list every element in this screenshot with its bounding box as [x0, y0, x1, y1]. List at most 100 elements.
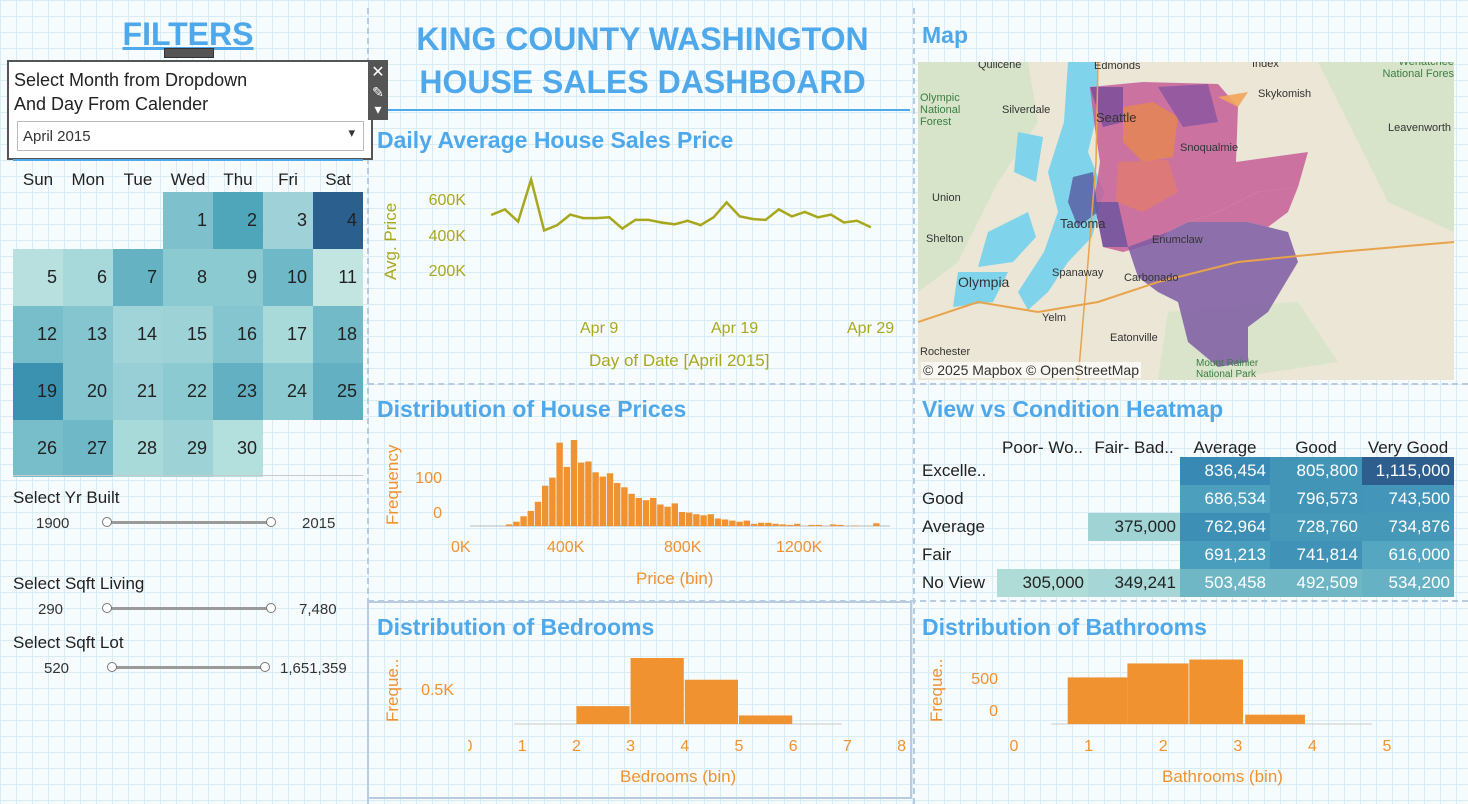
daily-point-22 — [764, 218, 767, 222]
map-label-rochester: Rochester — [920, 346, 971, 358]
daily-point-17 — [699, 223, 702, 227]
calendar-day-24[interactable]: 24 — [263, 363, 313, 420]
daily-ytick-600k: 600K — [428, 192, 466, 209]
heatmap-cell[interactable]: 741,814 — [1270, 541, 1362, 569]
calendar-day-6[interactable]: 6 — [63, 249, 113, 306]
calendar-day-12[interactable]: 12 — [13, 306, 63, 363]
map-label-spanaway: Spanaway — [1052, 267, 1104, 279]
map-label-olympic-nf: Olympic National Forest — [920, 92, 961, 128]
heatmap-cell[interactable]: 762,964 — [1180, 513, 1270, 541]
heatmap-cell[interactable]: 349,241 — [1088, 569, 1180, 597]
heatmap-cell[interactable]: 743,500 — [1362, 485, 1454, 513]
price-chart-title: Distribution of House Prices — [377, 396, 687, 422]
daily-point-30 — [868, 225, 872, 229]
slider-sqft-living-min-handle[interactable] — [102, 603, 112, 613]
slider-sqft-lot-max-handle[interactable] — [260, 662, 270, 672]
calendar-day-13[interactable]: 13 — [63, 306, 113, 363]
slider-sqft-living-label: Select Sqft Living — [13, 574, 145, 593]
chevron-down-icon[interactable]: ▾ — [374, 101, 382, 117]
calendar-day-27[interactable]: 27 — [63, 420, 113, 477]
calendar-day-25[interactable]: 25 — [313, 363, 363, 420]
heatmap-cell[interactable]: 492,509 — [1270, 569, 1362, 597]
price-bar-500K — [606, 473, 614, 526]
bathrooms-xtick: 0 — [1010, 738, 1019, 755]
calendar-day-20[interactable]: 20 — [63, 363, 113, 420]
price-bar-200K — [520, 516, 527, 526]
slider-sqft-lot[interactable] — [107, 662, 270, 672]
calendar-day-1[interactable]: 1 — [163, 192, 213, 249]
calendar-day-18[interactable]: 18 — [313, 306, 363, 363]
calendar-day-10[interactable]: 10 — [263, 249, 313, 306]
calendar-day-22[interactable]: 22 — [163, 363, 213, 420]
calendar-day-21[interactable]: 21 — [113, 363, 163, 420]
price-bar-675K — [657, 504, 664, 526]
calendar-day-14[interactable]: 14 — [113, 306, 163, 363]
bedrooms-selected-frame — [367, 601, 912, 799]
calendar-day-2[interactable]: 2 — [213, 192, 263, 249]
heatmap-cell[interactable]: 805,800 — [1270, 457, 1362, 485]
bathrooms-chart-ylabel: Freque.. — [927, 658, 946, 722]
map-label-wenatchee: Wenatchee National Fores — [1382, 62, 1454, 80]
heatmap-cell[interactable]: 375,000 — [1088, 513, 1180, 541]
heatmap-cell[interactable]: 503,458 — [1180, 569, 1270, 597]
calendar-day-17[interactable]: 17 — [263, 306, 313, 363]
price-xtick-800k: 800K — [664, 539, 702, 556]
calendar-day-28[interactable]: 28 — [113, 420, 163, 477]
calendar-day-23[interactable]: 23 — [213, 363, 263, 420]
map-attribution[interactable]: © 2025 Mapbox © OpenStreetMap — [921, 362, 1141, 378]
close-icon[interactable]: ✕ — [371, 64, 385, 81]
calendar-day-9[interactable]: 9 — [213, 249, 263, 306]
calendar-day-8[interactable]: 8 — [163, 249, 213, 306]
price-bar-825K — [700, 515, 707, 527]
slider-yr-built-max: 2015 — [302, 515, 336, 532]
slider-sqft-living-max-handle[interactable] — [266, 603, 276, 613]
heatmap-cell[interactable]: 1,115,000 — [1362, 457, 1454, 485]
daily-point-1 — [490, 213, 494, 216]
calendar-day-30[interactable]: 30 — [213, 420, 263, 477]
price-bar-175K — [513, 521, 520, 526]
heatmap-col-header: Fair- Bad.. — [1094, 438, 1174, 457]
heatmap-cell[interactable]: 728,760 — [1270, 513, 1362, 541]
king-county-map[interactable]: Quilcene Edmonds Index Wenatchee Nationa… — [918, 62, 1454, 380]
chevron-down-icon[interactable]: ▾ — [348, 125, 355, 140]
calendar-day-4[interactable]: 4 — [313, 192, 363, 249]
calendar-day-26[interactable]: 26 — [13, 420, 63, 477]
daily-point-28 — [842, 221, 846, 224]
heatmap-cell[interactable]: 691,213 — [1180, 541, 1270, 569]
heatmap-col-header: Good — [1295, 438, 1337, 457]
bedrooms-xtick: 7 — [843, 738, 852, 755]
heatmap-cell[interactable]: 305,000 — [997, 569, 1088, 597]
calendar-day-16[interactable]: 16 — [213, 306, 263, 363]
map-label-eatonville: Eatonville — [1110, 332, 1158, 344]
calendar-dow-thu: Thu — [223, 170, 253, 189]
drag-handle[interactable] — [164, 48, 214, 58]
heatmap-cell[interactable]: 616,000 — [1362, 541, 1454, 569]
calendar-day-3[interactable]: 3 — [263, 192, 313, 249]
slider-yr-built[interactable] — [102, 517, 276, 527]
heatmap-cell[interactable]: 686,534 — [1180, 485, 1270, 513]
heatmap-cell[interactable]: 836,454 — [1180, 457, 1270, 485]
price-bar-400K — [578, 462, 585, 526]
map-label-shelton: Shelton — [926, 233, 964, 245]
bedrooms-ytick-05k: 0.5K — [421, 682, 454, 699]
divider-row1 — [368, 383, 1468, 385]
slider-sqft-lot-max: 1,651,359 — [280, 660, 347, 677]
calendar-day-5[interactable]: 5 — [13, 249, 63, 306]
bathrooms-xtick: 5 — [1383, 738, 1392, 755]
bedrooms-xtick: 4 — [680, 738, 689, 755]
calendar-day-15[interactable]: 15 — [163, 306, 213, 363]
heatmap-cell[interactable]: 734,876 — [1362, 513, 1454, 541]
heatmap-cell[interactable]: 796,573 — [1270, 485, 1362, 513]
slider-yr-built-min-handle[interactable] — [102, 517, 112, 527]
slider-yr-built-max-handle[interactable] — [266, 517, 276, 527]
slider-sqft-lot-min-handle[interactable] — [107, 662, 117, 672]
calendar-day-11[interactable]: 11 — [313, 249, 363, 306]
price-bar-1075K — [772, 523, 779, 526]
slider-sqft-living[interactable] — [102, 603, 276, 613]
calendar-day-19[interactable]: 19 — [13, 363, 63, 420]
calendar-day-7[interactable]: 7 — [113, 249, 163, 306]
month-select[interactable]: April 2015 ▾ — [17, 121, 364, 151]
heatmap-cell[interactable]: 534,200 — [1362, 569, 1454, 597]
calendar-day-29[interactable]: 29 — [163, 420, 213, 477]
pin-icon[interactable]: ✎ — [372, 84, 384, 100]
